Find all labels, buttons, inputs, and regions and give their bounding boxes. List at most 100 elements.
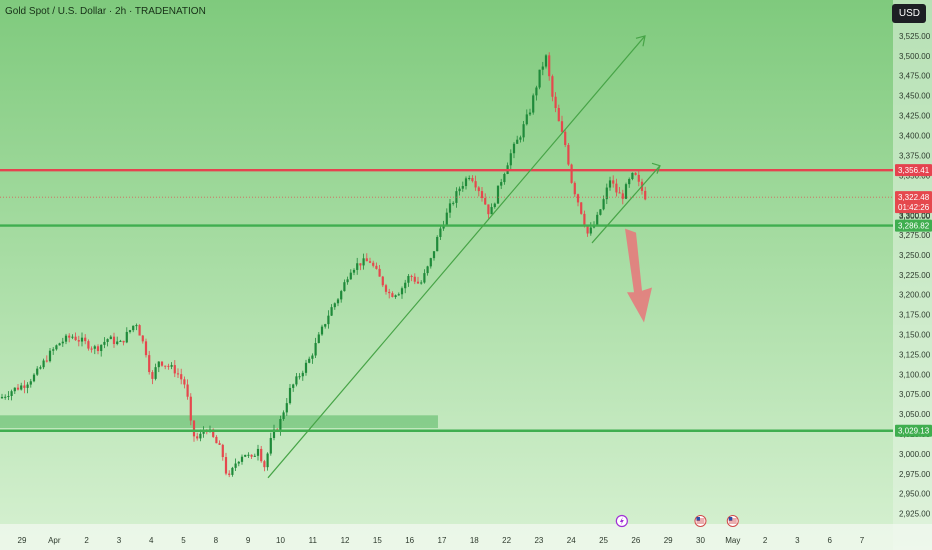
candle-body <box>186 384 189 397</box>
candle-body <box>557 107 560 122</box>
y-tick-label: 3,150.00 <box>899 331 931 340</box>
candle-body <box>368 261 372 263</box>
candle-body <box>605 187 608 200</box>
candle-body <box>55 345 58 350</box>
candle-body <box>103 341 106 345</box>
candle-body <box>384 285 388 292</box>
candle-body <box>464 178 468 187</box>
candle-body <box>266 453 269 468</box>
x-tick-label: 24 <box>567 536 576 545</box>
x-tick-label: 12 <box>341 536 350 545</box>
candle-body <box>432 251 436 259</box>
trendline-arrowhead <box>635 35 646 47</box>
x-tick-label: 23 <box>534 536 543 545</box>
candle-body <box>196 436 199 439</box>
candle-body <box>468 178 471 180</box>
candle-body <box>256 448 260 456</box>
candle-body <box>404 282 407 289</box>
candle-body <box>279 419 282 431</box>
candle-body <box>26 384 29 388</box>
x-tick-label: 11 <box>309 536 318 545</box>
candle-body <box>352 269 356 273</box>
y-tick-label: 3,175.00 <box>899 311 931 320</box>
candle-body <box>39 367 42 369</box>
candle-body <box>420 282 423 284</box>
candle-body <box>128 330 132 332</box>
candle-body <box>410 275 413 277</box>
candle-body <box>93 346 96 349</box>
candle-body <box>292 384 295 388</box>
y-tick-label: 3,275.00 <box>899 231 931 240</box>
candle-body <box>170 365 173 367</box>
candle-body <box>58 343 61 346</box>
candle-body <box>596 214 599 225</box>
candle-body <box>0 396 4 399</box>
last-price-tag <box>895 191 932 214</box>
y-tick-label: 3,375.00 <box>899 151 931 160</box>
candle-body <box>327 315 330 325</box>
candle-body <box>535 87 538 96</box>
candle-body <box>7 395 10 397</box>
candle-body <box>375 265 378 269</box>
x-tick-label: 29 <box>664 536 673 545</box>
channel-arrowhead <box>651 162 661 174</box>
candle-body <box>285 403 288 413</box>
candle-body <box>522 124 525 138</box>
currency-button[interactable]: USD <box>891 4 926 23</box>
candle-body <box>64 335 68 342</box>
candle-body <box>512 143 516 154</box>
candle-body <box>13 387 16 392</box>
x-tick-label: 15 <box>373 536 382 545</box>
candle-body <box>112 336 116 345</box>
candle-body <box>109 336 112 340</box>
x-tick-label: 3 <box>117 536 122 545</box>
candle-body <box>324 324 327 327</box>
x-tick-label: 9 <box>246 536 251 545</box>
x-tick-label: 22 <box>502 536 511 545</box>
candle-body <box>567 144 570 165</box>
price-tag <box>895 424 932 437</box>
candle-body <box>452 202 455 204</box>
candle-body <box>528 112 532 115</box>
candle-body <box>4 396 7 398</box>
y-tick-label: 2,950.00 <box>899 490 931 499</box>
y-tick-label: 3,475.00 <box>899 72 931 81</box>
x-tick-label: 16 <box>405 536 414 545</box>
candle-body <box>87 341 90 349</box>
y-tick-label: 3,300.00 <box>899 211 931 220</box>
candle-body <box>138 325 141 336</box>
candle-body <box>125 331 128 343</box>
x-tick-label: 5 <box>181 536 186 545</box>
candle-body <box>36 368 39 375</box>
candle-body <box>400 288 404 295</box>
y-tick-label: 3,225.00 <box>899 271 931 280</box>
candle-body <box>343 282 346 292</box>
candle-body <box>564 131 567 145</box>
y-tick-label: 3,200.00 <box>899 291 931 300</box>
candle-body <box>644 190 647 200</box>
flag-canton <box>728 517 733 521</box>
candle-body <box>413 276 416 282</box>
candle-body <box>247 454 250 456</box>
candle-body <box>637 174 640 182</box>
candle-body <box>260 448 263 462</box>
candle-body <box>272 429 276 438</box>
candle-body <box>42 360 45 368</box>
candle-body <box>548 55 551 77</box>
candle-body <box>532 95 535 113</box>
channel-line <box>591 165 661 244</box>
candle-body <box>333 303 336 308</box>
candle-body <box>538 69 541 88</box>
candle-body <box>628 179 631 185</box>
candle-body <box>304 362 308 373</box>
price-tag <box>895 219 932 232</box>
candle-body <box>493 203 496 208</box>
y-tick-label: 3,250.00 <box>899 251 931 260</box>
candle-body <box>397 294 400 296</box>
candle-body <box>29 381 32 385</box>
candle-body <box>429 258 432 267</box>
candle-body <box>301 372 304 377</box>
y-tick-label: 3,100.00 <box>899 370 931 379</box>
